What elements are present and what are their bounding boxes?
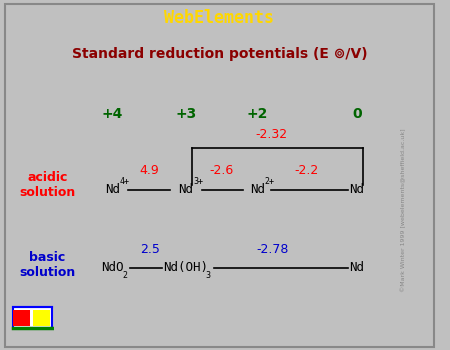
Text: 2: 2: [122, 271, 127, 280]
Bar: [14, 310, 31, 326]
Text: -2.6: -2.6: [209, 164, 234, 177]
Text: basic
solution: basic solution: [19, 251, 76, 279]
FancyBboxPatch shape: [4, 4, 434, 346]
Bar: [32, 310, 50, 326]
Text: -2.32: -2.32: [256, 128, 288, 141]
Text: 3+: 3+: [193, 176, 203, 186]
Text: NdO: NdO: [101, 261, 124, 274]
Text: 4+: 4+: [120, 176, 130, 186]
Text: Nd(OH): Nd(OH): [163, 261, 208, 274]
Text: Nd: Nd: [105, 183, 120, 196]
Text: 2+: 2+: [265, 176, 274, 186]
Text: -2.78: -2.78: [256, 243, 288, 256]
Text: Nd: Nd: [179, 183, 194, 196]
Text: ©Mark Winter 1999 [webelements@sheffield.ac.uk]: ©Mark Winter 1999 [webelements@sheffield…: [401, 128, 406, 292]
Text: Nd: Nd: [350, 183, 365, 196]
Text: WebElements: WebElements: [164, 9, 274, 27]
Text: +3: +3: [176, 107, 197, 121]
Text: 4.9: 4.9: [140, 164, 159, 177]
Text: +4: +4: [102, 107, 123, 121]
Text: Standard reduction potentials (E ⊚/V): Standard reduction potentials (E ⊚/V): [72, 47, 367, 61]
Text: 0: 0: [352, 107, 362, 121]
Text: -2.2: -2.2: [295, 164, 319, 177]
Text: +2: +2: [247, 107, 268, 121]
Text: 3: 3: [206, 271, 211, 280]
Text: Nd: Nd: [350, 261, 365, 274]
Text: 2.5: 2.5: [140, 243, 160, 256]
Text: acidic
solution: acidic solution: [19, 171, 76, 199]
Text: Nd: Nd: [250, 183, 265, 196]
Bar: [13, 307, 52, 328]
